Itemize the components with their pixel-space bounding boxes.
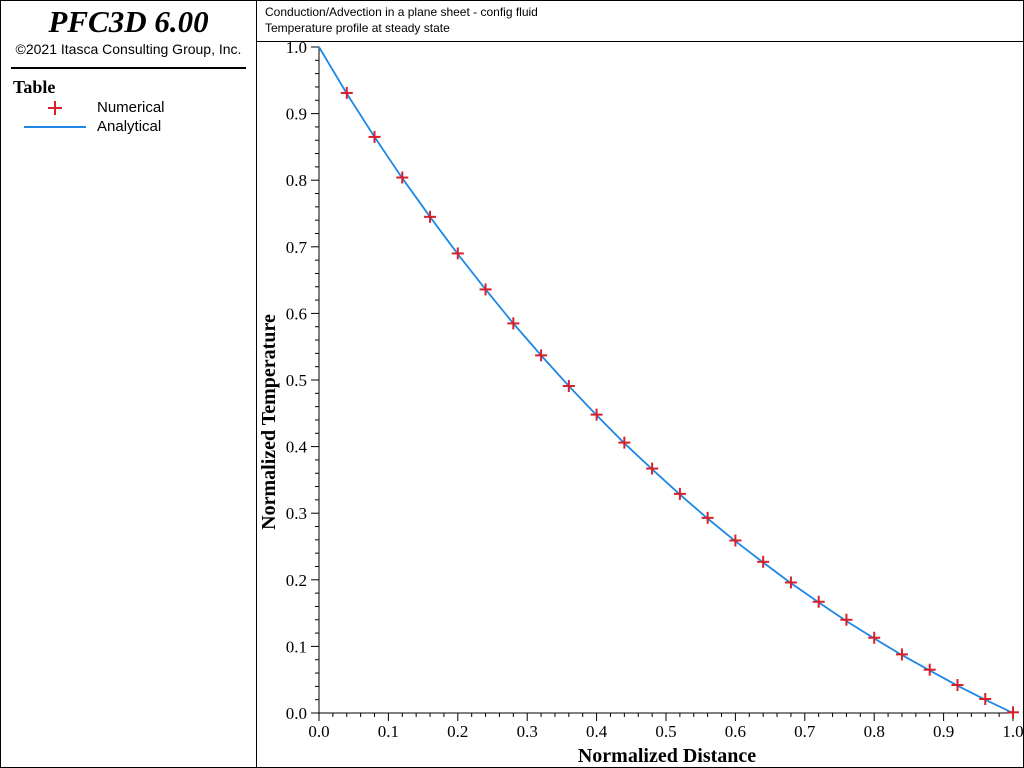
numerical-data-point (396, 171, 409, 184)
x-tick-label: 0.8 (864, 722, 885, 741)
x-tick-label: 0.6 (725, 722, 746, 741)
x-tick-label: 0.2 (447, 722, 468, 741)
x-tick-label: 0.3 (517, 722, 538, 741)
y-tick-label: 0.7 (286, 238, 308, 257)
y-tick-label: 0.5 (286, 371, 307, 390)
copyright-text: ©2021 Itasca Consulting Group, Inc. (15, 41, 242, 57)
plot-title: Conduction/Advection in a plane sheet - … (265, 5, 538, 19)
plot-subtitle: Temperature profile at steady state (265, 21, 450, 35)
numerical-data-point (507, 317, 520, 330)
y-tick-label: 0.4 (286, 438, 308, 457)
numerical-data-point (757, 555, 770, 568)
numerical-data-point (840, 613, 853, 626)
line-marker-icon (24, 126, 86, 128)
plus-marker-icon (48, 101, 62, 115)
numerical-data-point (618, 436, 631, 449)
x-tick-label: 0.1 (378, 722, 399, 741)
x-tick-label: 0.0 (308, 722, 329, 741)
numerical-data-point (895, 648, 908, 661)
legend-item-analytical: Analytical (23, 117, 243, 137)
legend-label-numerical: Numerical (97, 99, 165, 116)
numerical-data-point (673, 487, 686, 500)
legend-heading: Table (13, 77, 56, 97)
numerical-data-point (646, 462, 659, 475)
y-tick-label: 1.0 (286, 42, 307, 57)
numerical-data-point (451, 247, 464, 260)
x-tick-label: 0.7 (794, 722, 816, 741)
numerical-data-point (812, 595, 825, 608)
y-tick-label: 0.8 (286, 171, 307, 190)
numerical-data-point (424, 210, 437, 223)
sidebar-divider (11, 67, 246, 69)
x-axis-label: Normalized Distance (578, 745, 756, 767)
chart-area: 0.0 0.1 0.2 0.3 0.4 0.5 0.6 0.7 0.8 0.9 1.0 0.0 0.1 0… (258, 42, 1023, 767)
numerical-data-point (729, 534, 742, 547)
y-tick-label: 0.1 (286, 637, 307, 656)
legend-label-analytical: Analytical (97, 118, 162, 135)
plot-header: Conduction/Advection in a plane sheet - … (257, 1, 1023, 42)
numerical-data-point (784, 576, 797, 589)
numerical-data-point (868, 631, 881, 644)
y-tick-label: 0.9 (286, 105, 307, 124)
numerical-data-point (479, 283, 492, 296)
x-tick-label: 0.9 (933, 722, 954, 741)
numerical-data-point (951, 679, 964, 692)
x-tick-label: 0.5 (655, 722, 676, 741)
numerical-data-point (1007, 706, 1019, 719)
numerical-data-point (535, 349, 548, 362)
numerical-data-point (979, 693, 992, 706)
y-tick-label: 0.2 (286, 571, 307, 590)
app-title: PFC3D 6.00 (48, 4, 209, 39)
numerical-data-point (701, 511, 714, 524)
y-axis-label: Normalized Temperature (258, 314, 280, 530)
analytical-series-line (318, 46, 1014, 714)
y-tick-label: 0.6 (286, 304, 307, 323)
x-tick-label: 0.4 (586, 722, 608, 741)
y-tick-label: 0.3 (286, 504, 307, 523)
numerical-data-point (590, 408, 603, 421)
numerical-data-point (368, 130, 381, 143)
numerical-data-point (562, 379, 575, 392)
numerical-data-point (340, 86, 353, 99)
legend-item-numerical: Numerical (23, 98, 243, 118)
x-tick-label: 1.0 (1002, 722, 1023, 741)
y-tick-label: 0.0 (286, 704, 307, 723)
numerical-data-point (923, 663, 936, 676)
legend-panel: PFC3D 6.00 ©2021 Itasca Consulting Group… (1, 1, 257, 767)
